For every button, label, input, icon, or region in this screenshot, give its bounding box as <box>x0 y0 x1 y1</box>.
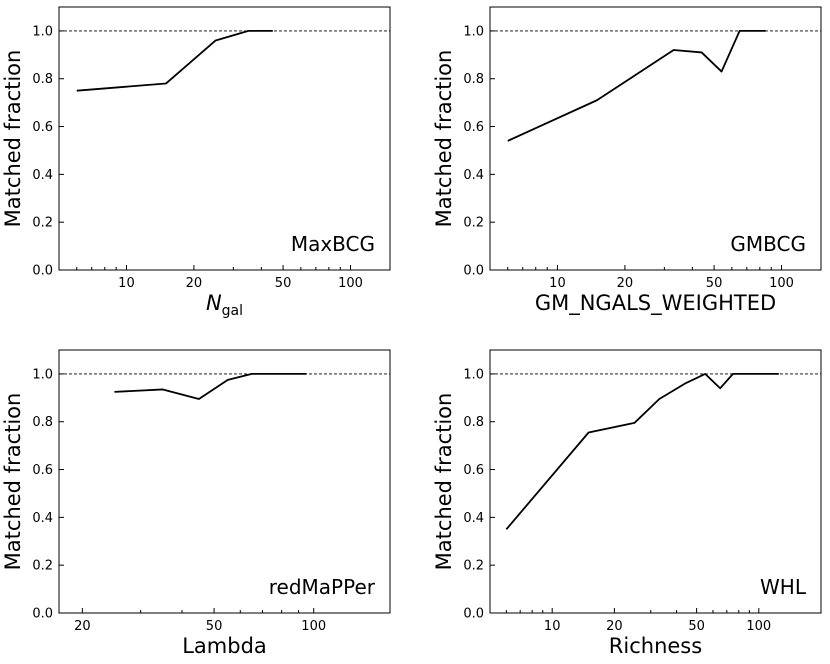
x-axis-label-subscript: gal <box>222 303 243 319</box>
y-tick-group: 0.0 0.2 0.4 0.6 0.8 1.0 <box>463 24 495 279</box>
x-tick-group: 10 20 50 100 <box>58 265 363 291</box>
plot-frame <box>489 349 822 614</box>
x-tick-group: 10 20 50 100 <box>489 608 822 634</box>
x-tick-label: 20 <box>74 619 91 634</box>
y-axis-label: Matched fraction <box>432 393 456 571</box>
panel-label: GMBCG <box>730 232 806 256</box>
y-tick-label: 0.6 <box>463 120 484 135</box>
x-axis-label-main: N <box>206 291 222 315</box>
data-series-line <box>505 373 779 530</box>
y-tick-label: 1.0 <box>463 367 484 382</box>
y-axis-label: Matched fraction <box>1 50 25 228</box>
panel-label: MaxBCG <box>291 232 375 256</box>
y-tick-label: 0.6 <box>32 120 53 135</box>
x-tick-label: 20 <box>606 619 623 634</box>
y-tick-label: 0.8 <box>32 415 53 430</box>
x-axis-label-main: GM_NGALS_WEIGHTED <box>535 291 776 316</box>
x-tick-label: 50 <box>688 619 705 634</box>
y-tick-label: 0.8 <box>463 72 484 87</box>
y-tick-label: 0.2 <box>463 216 484 231</box>
y-tick-label: 0.4 <box>463 511 484 526</box>
y-tick-label: 0.6 <box>463 463 484 478</box>
plot-frame <box>58 349 391 614</box>
x-tick-label: 10 <box>544 619 561 634</box>
x-tick-label: 50 <box>706 276 723 291</box>
plot-frame <box>489 6 822 271</box>
x-tick-group: 20 50 100 <box>74 608 326 634</box>
panel-label: redMaPPer <box>269 575 376 599</box>
panel-label: WHL <box>760 575 807 599</box>
data-series-line <box>76 30 273 92</box>
data-series-line <box>507 30 766 142</box>
y-tick-label: 0.4 <box>32 511 53 526</box>
y-tick-label: 0.4 <box>32 168 53 183</box>
y-tick-label: 1.0 <box>463 24 484 39</box>
x-tick-label: 100 <box>338 276 363 291</box>
x-tick-label: 100 <box>769 276 794 291</box>
y-tick-label: 0.0 <box>463 607 484 622</box>
x-tick-label: 50 <box>275 276 292 291</box>
x-axis-label: Lambda <box>182 634 267 658</box>
panel-redmapper: 0.0 0.2 0.4 0.6 0.8 1.0 20 50 100 redMaPPer Mat… <box>1 349 391 658</box>
y-tick-label: 0.2 <box>463 559 484 574</box>
y-tick-label: 0.2 <box>32 216 53 231</box>
x-tick-label: 50 <box>206 619 223 634</box>
data-series-line <box>114 373 307 400</box>
x-axis-label-main: Richness <box>609 634 702 658</box>
y-tick-group: 0.0 0.2 0.4 0.6 0.8 1.0 <box>32 24 64 279</box>
y-tick-label: 0.0 <box>32 264 53 279</box>
panel-maxbcg: 0.0 0.2 0.4 0.6 0.8 1.0 10 20 50 100 MaxBCG Matc… <box>1 6 391 319</box>
plot-frame <box>58 6 391 271</box>
x-axis-label-main: Lambda <box>182 634 267 658</box>
y-tick-label: 0.2 <box>32 559 53 574</box>
x-axis-label: GM_NGALS_WEIGHTED <box>535 291 776 316</box>
x-tick-label: 20 <box>617 276 634 291</box>
x-tick-label: 10 <box>549 276 566 291</box>
y-axis-label: Matched fraction <box>432 50 456 228</box>
x-tick-label: 100 <box>746 619 771 634</box>
y-tick-group: 0.0 0.2 0.4 0.6 0.8 1.0 <box>32 367 64 622</box>
y-axis-label: Matched fraction <box>1 393 25 571</box>
y-tick-label: 1.0 <box>32 367 53 382</box>
y-tick-label: 0.0 <box>32 607 53 622</box>
x-tick-group: 10 20 50 100 <box>489 265 794 291</box>
x-tick-label: 100 <box>301 619 326 634</box>
y-tick-label: 0.0 <box>463 264 484 279</box>
y-tick-label: 0.4 <box>463 168 484 183</box>
y-tick-label: 0.8 <box>32 72 53 87</box>
panel-gmbcg: 0.0 0.2 0.4 0.6 0.8 1.0 10 20 50 100 GMBCG Match… <box>432 6 822 316</box>
y-tick-label: 1.0 <box>32 24 53 39</box>
x-tick-label: 10 <box>118 276 135 291</box>
panel-whl: 0.0 0.2 0.4 0.6 0.8 1.0 10 20 50 100 WHL Matched… <box>432 349 822 658</box>
y-tick-group: 0.0 0.2 0.4 0.6 0.8 1.0 <box>463 367 495 622</box>
x-tick-label: 20 <box>186 276 203 291</box>
y-tick-label: 0.6 <box>32 463 53 478</box>
x-axis-label: Ngal <box>206 291 243 319</box>
x-axis-label: Richness <box>609 634 702 658</box>
y-tick-label: 0.8 <box>463 415 484 430</box>
